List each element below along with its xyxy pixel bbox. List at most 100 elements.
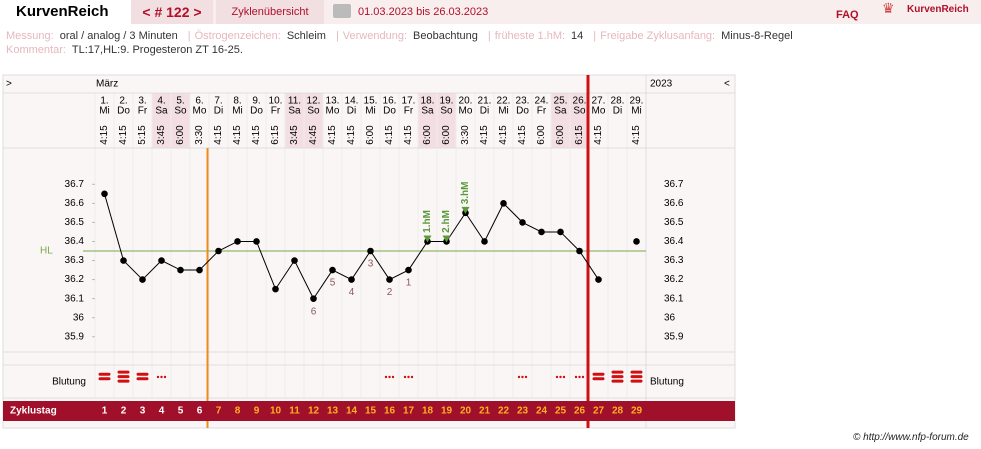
- cycle-day: 15: [365, 406, 377, 417]
- bleeding-icon: [117, 370, 130, 383]
- bleeding-bar: [630, 375, 643, 379]
- faq-link[interactable]: FAQ: [836, 9, 859, 21]
- bleeding-icon: [555, 375, 566, 379]
- bleeding-dot: [574, 375, 578, 379]
- weekday-label: Mi: [631, 106, 642, 117]
- time-label: 6:00: [555, 125, 566, 145]
- date-label: 4.: [157, 96, 165, 107]
- low-label: 3: [368, 259, 374, 270]
- bleeding-bar: [117, 370, 130, 374]
- chart-frame: [2, 74, 736, 429]
- weekday-label: Mo: [459, 106, 473, 117]
- bleeding-bar: [630, 370, 643, 374]
- separator: |: [187, 30, 191, 42]
- date-label: 7.: [214, 96, 222, 107]
- bleeding-dot: [388, 375, 391, 379]
- logo-icon: ♛: [882, 0, 895, 16]
- footer: © http://www.nfp-forum.de: [853, 432, 969, 443]
- bleeding-bar: [98, 372, 111, 376]
- cycle-day: 1: [102, 406, 108, 417]
- cycle-day: 11: [289, 406, 300, 417]
- temperature-point: [405, 266, 412, 274]
- time-label: 4:15: [517, 125, 528, 145]
- logo-text[interactable]: KurvenReich: [907, 4, 969, 15]
- weekday-label: Do: [383, 106, 396, 117]
- cycle-day: 17: [403, 406, 415, 417]
- temperature-point: [595, 276, 602, 283]
- temperature-point: [253, 238, 260, 245]
- date-label: 16.: [383, 96, 397, 107]
- time-label: 4:15: [479, 125, 490, 145]
- date-label: 26.: [573, 96, 587, 107]
- weekend-column: [152, 93, 171, 148]
- date-label: 24.: [535, 96, 549, 107]
- temperature-point: [234, 238, 241, 245]
- low-label: 4: [349, 287, 355, 298]
- temperature-point: [481, 238, 488, 245]
- weekend-column: [304, 93, 323, 148]
- weekday-label: Fr: [138, 106, 148, 117]
- temperature-point: [329, 266, 336, 274]
- time-label: 6:15: [270, 125, 281, 145]
- date-label: 2.: [119, 96, 127, 107]
- time-label: 5:15: [137, 125, 148, 145]
- bleeding-dot: [407, 375, 410, 379]
- temperature-point: [443, 238, 450, 245]
- date-label: 10.: [269, 96, 283, 107]
- weekday-label: Do: [250, 106, 263, 117]
- info-value: Schleim: [286, 30, 326, 42]
- time-label: 4:15: [327, 125, 338, 145]
- weekday-label: Fr: [404, 106, 414, 117]
- header-bar: KurvenReich < # 122 > Zyklenübersicht 01…: [0, 0, 981, 24]
- time-label: 4:15: [384, 125, 395, 145]
- cycle-day: 4: [159, 406, 165, 417]
- bleeding-bar: [136, 372, 149, 376]
- cycle-day: 2: [121, 406, 127, 417]
- time-label: 4:15: [631, 125, 642, 145]
- temperature-point: [500, 200, 507, 207]
- low-label: 6: [311, 306, 317, 317]
- info-label: Freigabe Zyklusanfang:: [600, 30, 716, 42]
- date-label: 3.: [138, 96, 146, 107]
- bleeding-dot: [517, 375, 521, 379]
- cycle-day: 19: [441, 406, 453, 417]
- time-label: 4:15: [232, 125, 243, 145]
- bleeding-icon: [384, 375, 395, 379]
- print-icon[interactable]: [333, 4, 351, 18]
- weekday-label: Di: [613, 106, 622, 117]
- overview-tab[interactable]: Zyklenübersicht: [216, 0, 324, 24]
- date-label: 29.: [630, 96, 644, 107]
- cycle-nav[interactable]: < # 122 >: [131, 0, 213, 24]
- temperature-point: [310, 295, 317, 302]
- cycle-day: 24: [536, 406, 548, 417]
- y-tick-label: 36.5: [65, 217, 85, 228]
- weekend-column: [570, 93, 589, 148]
- weekday-label: So: [174, 106, 187, 117]
- date-label: 15.: [364, 96, 378, 107]
- temperature-point: [424, 238, 431, 245]
- date-label: 22.: [497, 96, 511, 107]
- bleeding-bar: [98, 377, 111, 381]
- date-label: 6.: [195, 96, 203, 107]
- comment-label: Kommentar:: [6, 44, 66, 56]
- time-label: 6:00: [365, 125, 376, 145]
- bleeding-dot: [581, 375, 585, 379]
- cycle-day: 7: [216, 406, 222, 417]
- date-label: 20.: [459, 96, 473, 107]
- date-label: 9.: [252, 96, 260, 107]
- y-tick-label: 36.6: [65, 198, 85, 209]
- weekday-label: Fr: [271, 106, 281, 117]
- y-tick-label: 36: [664, 312, 676, 323]
- weekday-label: So: [573, 106, 586, 117]
- bleeding-dot: [160, 375, 163, 379]
- weekday-label: Di: [480, 106, 489, 117]
- bleeding-dot: [156, 375, 160, 379]
- temperature-point: [576, 247, 583, 255]
- weekday-label: Di: [214, 106, 223, 117]
- bleeding-icon: [403, 375, 414, 379]
- bleeding-icon: [136, 372, 149, 381]
- time-label: 4:15: [118, 125, 129, 145]
- temperature-point: [367, 247, 374, 255]
- temperature-point: [101, 190, 108, 198]
- cycle-day: 29: [631, 406, 643, 417]
